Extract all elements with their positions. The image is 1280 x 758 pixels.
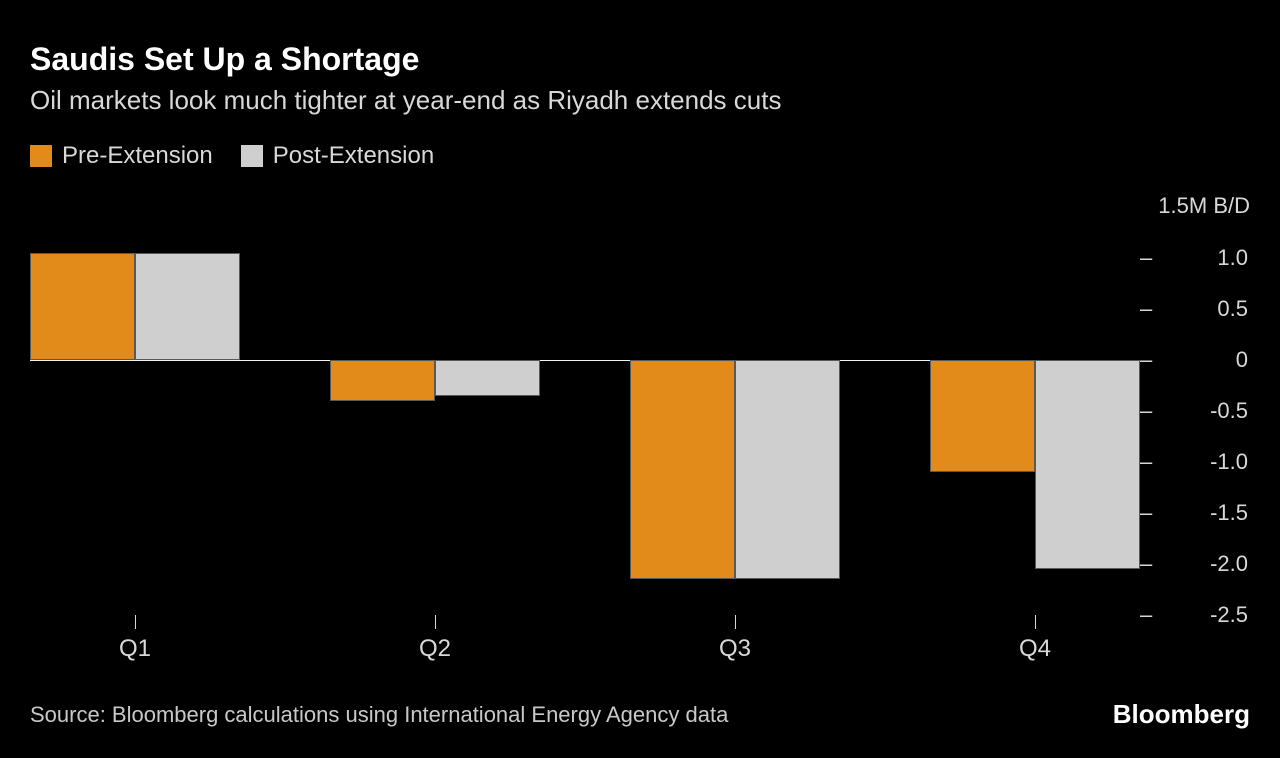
x-tick-label: Q4 <box>1019 635 1051 663</box>
y-tick-label: -0.5 <box>1156 398 1250 424</box>
y-tick-mark: – <box>1140 449 1156 475</box>
y-tick-label: -1.0 <box>1156 449 1250 475</box>
x-tick-mark <box>1034 615 1035 629</box>
y-tick-mark: – <box>1140 551 1156 577</box>
x-tick-q3: Q3 <box>719 615 751 663</box>
legend: Pre-Extension Post-Extension <box>30 142 1250 170</box>
x-tick-mark <box>434 615 435 629</box>
bar-q1-pre <box>30 253 135 360</box>
chart-area: 1.5M B/D –1.0–0.5–0–-0.5–-1.0–-1.5–-2.0–… <box>30 195 1250 655</box>
y-tick: –-1.5 <box>1140 500 1250 526</box>
y-tick: –0.5 <box>1140 296 1250 322</box>
x-tick-q2: Q2 <box>419 615 451 663</box>
bar-q3-pre <box>630 360 735 579</box>
y-tick-label: -2.5 <box>1156 602 1250 628</box>
plot-area <box>30 207 1140 615</box>
y-tick-mark: – <box>1140 500 1156 526</box>
bar-q2-pre <box>330 360 435 401</box>
y-tick-mark: – <box>1140 245 1156 271</box>
y-tick: –-2.5 <box>1140 602 1250 628</box>
y-tick: –-2.0 <box>1140 551 1250 577</box>
x-tick-label: Q2 <box>419 635 451 663</box>
bar-q3-post <box>735 360 840 579</box>
legend-label-post: Post-Extension <box>273 142 434 170</box>
bar-q2-post <box>435 360 540 396</box>
x-tick-label: Q3 <box>719 635 751 663</box>
x-tick-label: Q1 <box>119 635 151 663</box>
y-tick-mark: – <box>1140 347 1156 373</box>
y-tick-mark: – <box>1140 602 1156 628</box>
y-tick-label: 0.5 <box>1156 296 1250 322</box>
y-tick: –1.0 <box>1140 245 1250 271</box>
source-text: Source: Bloomberg calculations using Int… <box>30 702 728 728</box>
bar-q1-post <box>135 253 240 360</box>
y-tick: –-1.0 <box>1140 449 1250 475</box>
chart-container: Saudis Set Up a Shortage Oil markets loo… <box>0 0 1280 758</box>
x-tick-mark <box>134 615 135 629</box>
x-axis: Q1Q2Q3Q4 <box>30 615 1140 655</box>
legend-swatch-post <box>241 145 263 167</box>
y-tick-mark: – <box>1140 398 1156 424</box>
bar-q4-pre <box>930 360 1035 472</box>
y-tick: –-0.5 <box>1140 398 1250 424</box>
y-tick-label: -2.0 <box>1156 551 1250 577</box>
y-tick-label: 1.0 <box>1156 245 1250 271</box>
legend-item-pre: Pre-Extension <box>30 142 213 170</box>
legend-item-post: Post-Extension <box>241 142 434 170</box>
bloomberg-brand: Bloomberg <box>1113 699 1250 730</box>
x-tick-q1: Q1 <box>119 615 151 663</box>
legend-swatch-pre <box>30 145 52 167</box>
x-tick-mark <box>734 615 735 629</box>
y-tick-mark: – <box>1140 296 1156 322</box>
y-tick-label: -1.5 <box>1156 500 1250 526</box>
chart-title: Saudis Set Up a Shortage <box>30 40 1250 78</box>
y-tick-label: 0 <box>1156 347 1250 373</box>
chart-subtitle: Oil markets look much tighter at year-en… <box>30 84 1250 118</box>
legend-label-pre: Pre-Extension <box>62 142 213 170</box>
bar-q4-post <box>1035 360 1140 569</box>
x-tick-q4: Q4 <box>1019 615 1051 663</box>
y-axis: –1.0–0.5–0–-0.5–-1.0–-1.5–-2.0–-2.5 <box>1140 195 1250 625</box>
y-tick: –0 <box>1140 347 1250 373</box>
